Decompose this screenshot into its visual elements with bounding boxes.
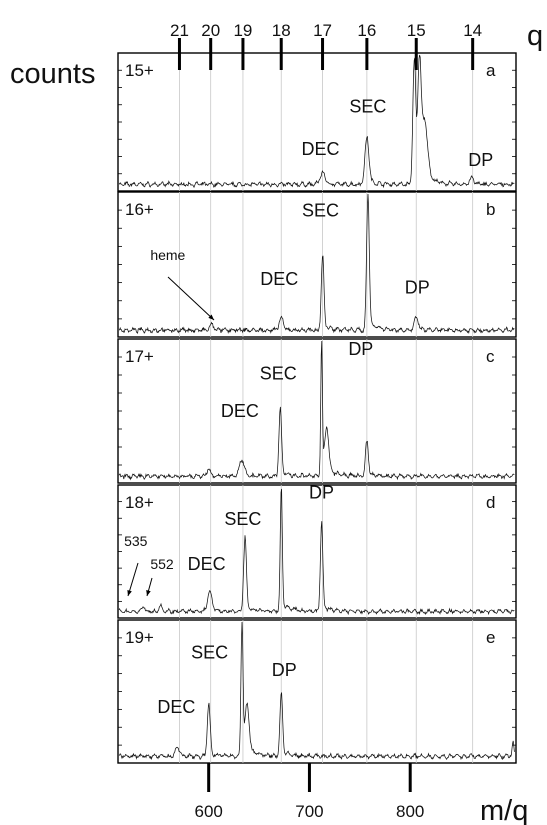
spectrum-trace [119,193,515,334]
x-tick-label: 800 [396,802,424,821]
panel-letter: e [486,628,495,647]
peak-label: SEC [349,96,386,116]
panel-b: 16+ b heme DEC SEC DP [117,191,517,338]
mq-axis: 600 700 800 [194,763,424,821]
x-tick-label: 600 [194,802,222,821]
peak-label: DEC [157,697,195,717]
q-tick-label: 17 [313,21,332,40]
peak-label: DEC [260,269,298,289]
y-axis-label: counts [10,58,95,90]
peak-label: DEC [302,139,340,159]
annotation-arrowhead [146,590,151,596]
q-axis: 21 20 19 18 17 16 15 14 [170,21,482,70]
q-tick-label: 18 [272,21,291,40]
spectrum-trace [118,488,515,616]
peak-label: DP [405,278,430,298]
spectrum-trace [118,621,515,761]
peak-label: DP [468,150,493,170]
peak-label: SEC [302,201,339,221]
charge-state-label: 16+ [125,200,154,219]
q-axis-label: q [527,20,543,52]
charge-state-label: 17+ [125,347,154,366]
panel-letter: c [486,347,495,366]
x-tick-label: 700 [295,802,323,821]
charge-state-label: 18+ [125,493,154,512]
annotation-arrow [127,562,139,597]
peak-label: DP [309,482,334,502]
peak-label: SEC [224,509,261,529]
peak-label: DP [272,660,297,680]
q-tick-label: 20 [201,21,220,40]
spectrum-trace [118,54,515,189]
peak-label: SEC [260,363,297,383]
annotation-arrowhead [208,314,214,320]
charge-state-label: 19+ [125,628,154,647]
peak-label: heme [150,247,185,263]
peak-label: DP [348,339,373,359]
q-tick-label: 15 [407,21,426,40]
q-tick-label: 16 [357,21,376,40]
q-tick-label: 21 [170,21,189,40]
q-tick-label: 14 [463,21,482,40]
panel-e: 19+ e DEC SEC DP [117,619,517,764]
charge-state-label: 15+ [125,61,154,80]
peak-label: SEC [191,643,228,663]
peak-label: DEC [221,401,259,421]
peak-label: DEC [188,554,226,574]
annotation-arrowhead [127,590,132,596]
panel-letter: b [486,200,495,219]
spectrum-trace [118,340,515,481]
peak-label: 535 [124,533,148,549]
x-axis-label: m/q [480,795,528,825]
panel-letter: d [486,493,495,512]
panel-letter: a [486,61,496,80]
panel-a: 15+ a DEC SEC DP [117,52,517,192]
q-tick-label: 19 [233,21,252,40]
annotation-arrow [167,276,215,321]
peak-label: 552 [150,556,174,572]
